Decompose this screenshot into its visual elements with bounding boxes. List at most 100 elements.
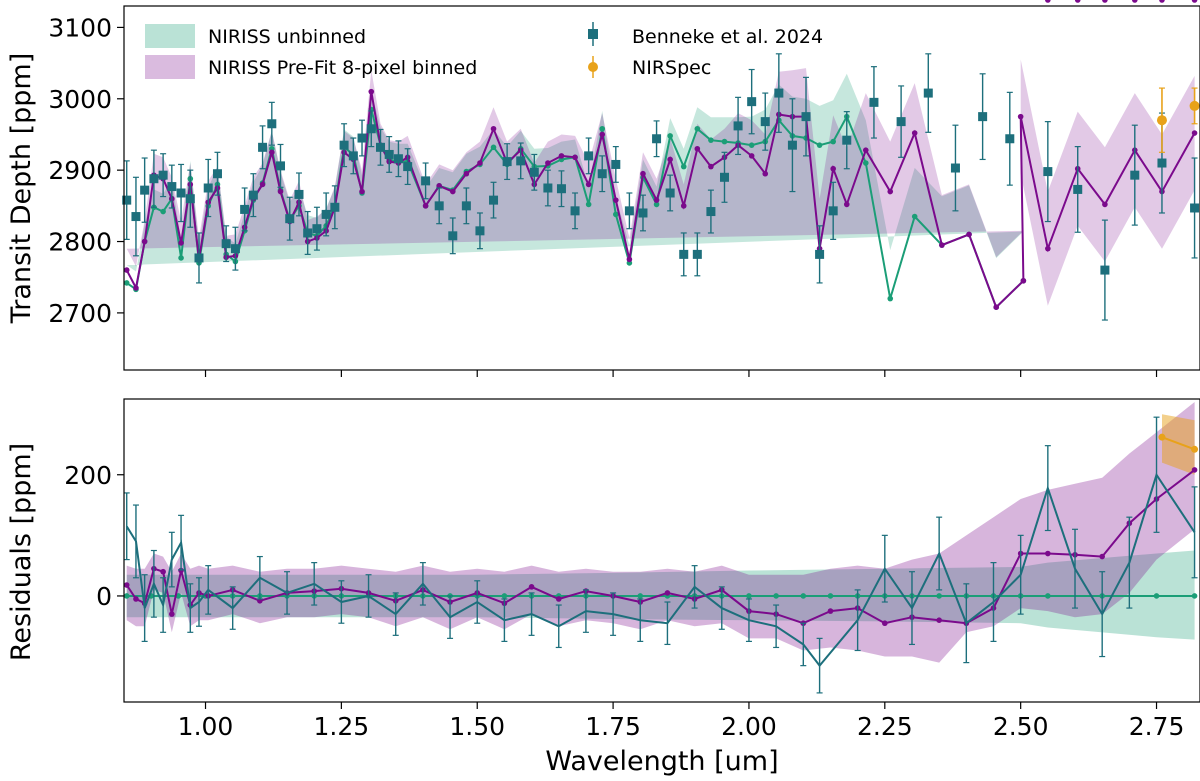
point-benneke (461, 201, 471, 211)
point-niriss-binned (1045, 0, 1051, 3)
point-niriss-binned (911, 130, 918, 136)
point-niriss-unbinned-residual (746, 593, 752, 599)
point-niriss-binned (626, 256, 633, 263)
top-ticks: 2700 2800 2900 3000 3100 (48, 13, 1158, 377)
point-benneke (393, 154, 403, 164)
line-niriss-binned (125, 91, 1196, 309)
point-niriss-binned (613, 197, 619, 203)
legend-marker-benneke (588, 22, 598, 46)
point-benneke (267, 119, 277, 129)
point-benneke (706, 207, 716, 217)
point-benneke (312, 224, 322, 234)
bottom-xtick-label: 2.75 (1129, 712, 1185, 741)
point-benneke (923, 88, 933, 98)
point-benneke (330, 202, 340, 212)
point-niriss-unbinned (721, 138, 728, 145)
point-niriss-binned (368, 88, 375, 95)
point-benneke (248, 190, 258, 200)
point-benneke (502, 157, 512, 167)
point-niriss-binned-residual (827, 608, 834, 614)
point-niriss-binned (1017, 113, 1024, 120)
bottom-ticks: 0 200 1.00 1.25 1.50 1.75 2.00 2.25 2.50 2.75 (64, 461, 1184, 741)
point-benneke (719, 172, 729, 182)
point-benneke (194, 253, 204, 263)
line-niriss-binned-residual (125, 469, 1196, 625)
point-niriss-binned (490, 125, 497, 132)
point-niriss-binned (694, 145, 701, 152)
point-niriss-unbinned (613, 211, 619, 218)
point-niriss-binned (862, 147, 869, 153)
point-niriss-binned (133, 285, 139, 291)
point-benneke (828, 206, 838, 216)
point-niriss-binned (545, 160, 551, 166)
point-benneke (584, 151, 594, 161)
point-niriss-unbinned (667, 133, 673, 139)
point-benneke (869, 97, 879, 107)
point-niriss-binned-residual (169, 611, 175, 617)
point-benneke (978, 112, 988, 122)
point-benneke (543, 183, 553, 193)
point-niriss-unbinned (490, 144, 497, 151)
bottom-xtick-label: 2.00 (721, 712, 777, 741)
point-benneke (665, 188, 675, 198)
point-benneke (185, 194, 195, 204)
point-niriss-binned (993, 304, 1000, 310)
point-benneke (203, 183, 213, 193)
point-niriss-binned (830, 165, 836, 172)
top-ylabel: Transit Depth [ppm] (6, 53, 37, 325)
point-niriss-binned-residual (133, 596, 139, 602)
point-niriss-binned-residual (1191, 467, 1198, 473)
point-benneke (1005, 134, 1015, 144)
point-benneke (321, 209, 331, 219)
point-benneke (1100, 265, 1110, 275)
point-niriss-unbinned-residual (1153, 593, 1160, 599)
point-benneke (230, 244, 240, 254)
point-niriss-binned (599, 131, 606, 138)
band-niriss-binned-tail (1020, 59, 1195, 306)
legend-label-niriss-unbinned: NIRISS unbinned (208, 26, 366, 48)
legend-swatch-niriss-binned (145, 55, 195, 79)
legend-label-niriss-binned: NIRISS Pre-Fit 8-pixel binned (208, 57, 477, 79)
legend-marker-nirspec (588, 56, 598, 78)
point-niriss-unbinned (694, 125, 701, 132)
point-benneke (176, 188, 186, 198)
point-niriss-binned (1191, 130, 1198, 136)
point-niriss-binned-residual (936, 617, 942, 623)
top-ytick-label: 2900 (48, 156, 112, 185)
point-benneke (294, 189, 304, 199)
point-benneke (221, 239, 231, 249)
point-niriss-binned (966, 231, 972, 238)
point-benneke (212, 169, 222, 179)
point-niriss-binned (1045, 245, 1051, 252)
point-benneke (122, 195, 132, 205)
point-niriss-binned (141, 238, 148, 245)
point-benneke (357, 133, 367, 143)
point-benneke (149, 174, 159, 184)
point-niriss-binned (585, 181, 592, 188)
point-niriss-unbinned (911, 213, 918, 220)
point-benneke (787, 140, 797, 150)
point-niriss-unbinned-residual (936, 593, 942, 599)
point-niriss-binned (277, 188, 284, 195)
point-benneke (692, 249, 702, 259)
point-niriss-binned (477, 160, 483, 166)
legend-label-nirspec: NIRSpec (632, 57, 711, 79)
point-benneke (240, 204, 250, 214)
top-ytick-label: 2800 (48, 228, 112, 257)
bottom-axes-frame (123, 398, 1200, 703)
point-niriss-unbinned (653, 201, 660, 208)
point-niriss-unbinned (680, 163, 687, 170)
point-niriss-binned (1020, 277, 1027, 284)
bottom-xtick-label: 1.00 (178, 712, 234, 741)
point-niriss-binned-residual (123, 582, 130, 588)
point-benneke (516, 156, 526, 166)
point-benneke (733, 121, 743, 131)
point-benneke (1190, 203, 1200, 213)
point-benneke (140, 185, 150, 195)
point-benneke (842, 135, 852, 145)
point-niriss-binned (1191, 0, 1198, 3)
point-benneke (624, 206, 634, 216)
point-niriss-binned-residual (1099, 553, 1105, 560)
point-benneke (570, 206, 580, 216)
point-niriss-unbinned-residual (123, 593, 130, 599)
